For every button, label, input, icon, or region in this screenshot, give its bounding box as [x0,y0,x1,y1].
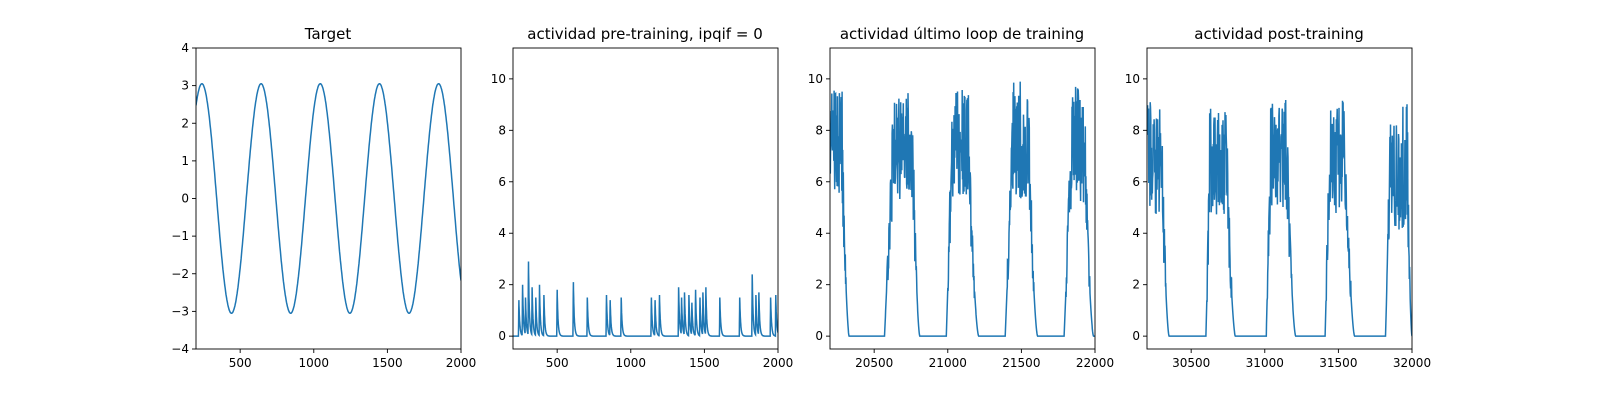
y-tick-label: 6 [498,175,506,189]
panel-last-training-loop: actividad último loop de training 20500 2… [808,25,1114,370]
series-line [196,83,461,314]
panel-post-training: actividad post-training 30500 31000 31500 3… [1125,25,1431,370]
x-tick-label: 1500 [372,356,403,370]
x-tick-label: 30500 [1172,356,1210,370]
y-tick-label: 1 [181,154,189,168]
y-tick-label: −2 [171,267,189,281]
axes-frame [512,47,779,350]
plot-area: 500 1000 1500 2000 0 2 4 6 8 10 [491,47,794,370]
x-tick-label: 1000 [299,356,330,370]
plot-area: 30500 31000 31500 32000 0 2 4 6 8 10 [1125,47,1431,370]
chart-title: Target [304,25,352,43]
y-tick-label: 10 [808,72,823,86]
y-tick-label: 2 [815,278,823,292]
x-tick-label: 31000 [1246,356,1284,370]
y-tick-label: −1 [171,229,189,243]
y-tick-label: 3 [181,79,189,93]
y-tick-label: 4 [1132,226,1140,240]
y-tick-label: 8 [815,123,823,137]
y-tick-label: 6 [1132,175,1140,189]
chart-title: actividad post-training [1194,25,1363,43]
x-tick-label: 1000 [616,356,647,370]
y-tick-label: 0 [181,192,189,206]
x-tick-label: 1500 [689,356,720,370]
x-tick-label: 21000 [929,356,967,370]
panel-pre-training: actividad pre-training, ipqif = 0 500 100… [491,25,794,370]
y-tick-label: 0 [1132,329,1140,343]
y-tick-label: 2 [1132,278,1140,292]
y-tick-label: 0 [498,329,506,343]
x-tick-label: 500 [229,356,252,370]
chart-title: actividad último loop de training [840,25,1084,43]
y-tick-label: −3 [171,304,189,318]
x-tick-label: 21500 [1002,356,1040,370]
series-line [1147,99,1412,337]
chart-title: actividad pre-training, ipqif = 0 [527,25,763,43]
axes-frame [1146,47,1413,350]
x-tick-label: 32000 [1393,356,1431,370]
y-tick-label: 6 [815,175,823,189]
y-tick-label: 8 [1132,123,1140,137]
y-tick-label: 10 [1125,72,1140,86]
x-tick-label: 2000 [763,356,794,370]
series-line [513,261,778,338]
plot-area: 20500 21000 21500 22000 0 2 4 6 8 10 [808,47,1114,370]
y-tick-label: 4 [498,226,506,240]
x-tick-label: 31500 [1319,356,1357,370]
y-tick-label: 2 [181,116,189,130]
x-tick-label: 2000 [446,356,477,370]
y-tick-label: 8 [498,123,506,137]
y-tick-label: −4 [171,342,189,356]
y-tick-label: 4 [181,41,189,55]
x-tick-label: 20500 [855,356,893,370]
y-tick-label: 10 [491,72,506,86]
x-tick-label: 500 [546,356,569,370]
y-tick-label: 4 [815,226,823,240]
x-tick-label: 22000 [1076,356,1114,370]
axes-frame [829,47,1096,350]
panel-target: Target 500 1000 1500 2000 −4 −3 −2 −1 0 1 2 3 4 [171,25,476,370]
y-tick-label: 2 [498,278,506,292]
series-line [830,81,1095,337]
y-tick-label: 0 [815,329,823,343]
plot-area: 500 1000 1500 2000 −4 −3 −2 −1 0 1 2 3 4 [171,41,476,370]
